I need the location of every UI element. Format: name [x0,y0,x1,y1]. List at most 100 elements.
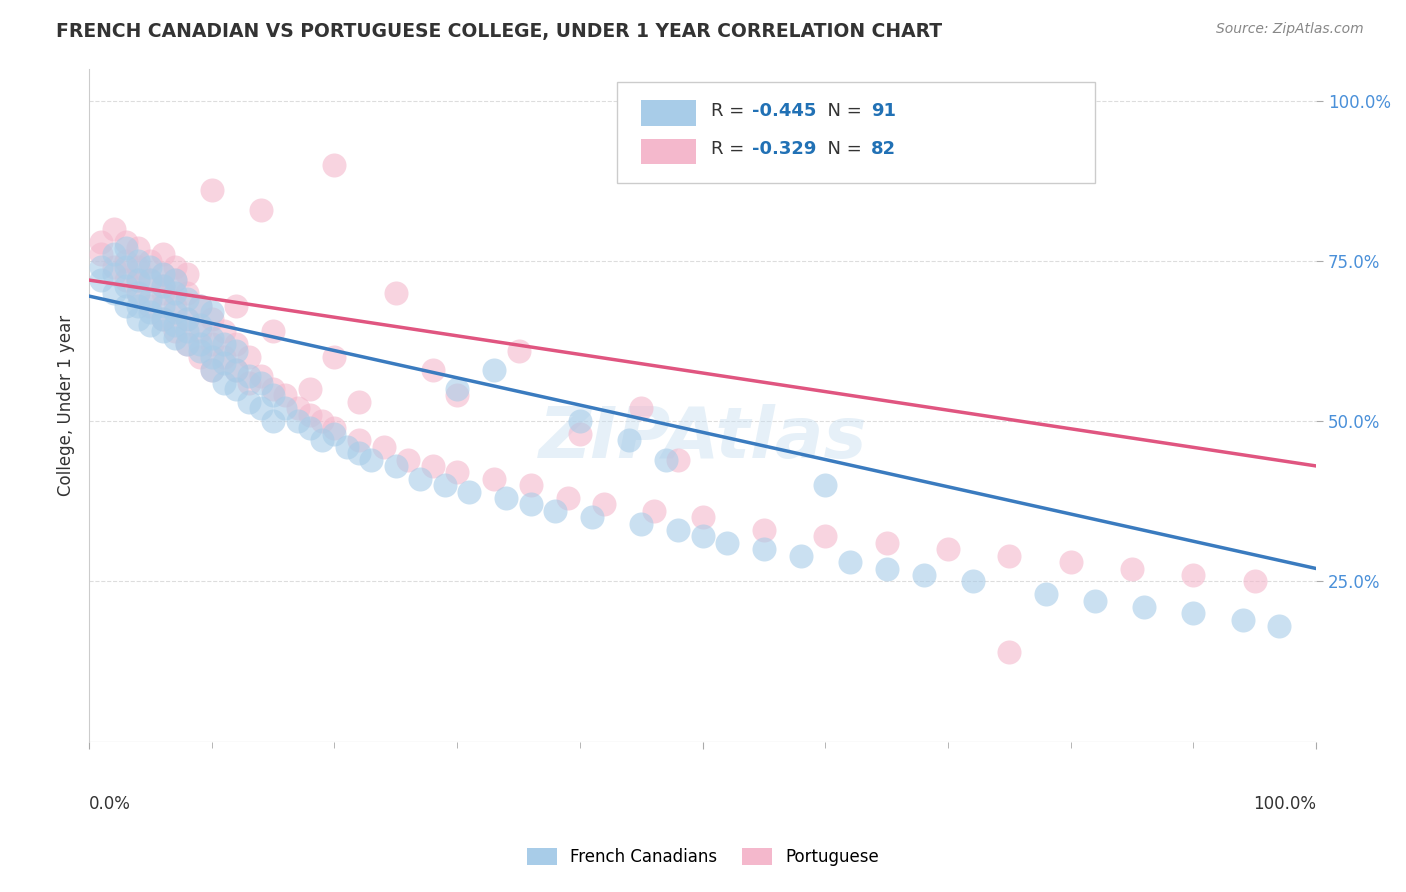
Point [568,414,591,428]
Text: ZIPAtlas: ZIPAtlas [538,404,868,474]
Text: 0.0%: 0.0% [89,796,131,814]
Point [912,568,935,582]
Text: 91: 91 [870,102,896,120]
Point [188,343,211,358]
Point [422,458,444,473]
Point [139,273,162,287]
Point [1182,607,1205,621]
Point [201,350,224,364]
Point [666,523,689,537]
Point [385,458,408,473]
Point [508,343,530,358]
Point [323,158,346,172]
Point [176,285,198,300]
Point [323,426,346,441]
Point [201,183,224,197]
Point [90,235,112,249]
Point [250,202,273,217]
Point [568,426,591,441]
Point [298,382,321,396]
Point [152,285,174,300]
Point [201,311,224,326]
Point [115,279,138,293]
Point [593,498,616,512]
Point [176,293,198,307]
Point [482,472,505,486]
Point [176,267,198,281]
Point [520,498,543,512]
Point [115,273,138,287]
Point [347,434,370,448]
Text: 100.0%: 100.0% [1253,796,1316,814]
Point [936,542,959,557]
Point [225,363,247,377]
Point [127,285,149,300]
Point [458,484,481,499]
Point [409,472,432,486]
Point [422,363,444,377]
Point [250,376,273,390]
Point [274,401,297,416]
Point [176,311,198,326]
Point [630,516,652,531]
Point [838,555,860,569]
Point [238,350,260,364]
Point [262,382,284,396]
Point [998,645,1021,659]
Point [238,395,260,409]
Point [752,523,775,537]
Point [201,331,224,345]
Point [655,452,678,467]
Point [127,241,149,255]
Point [188,324,211,338]
Point [152,311,174,326]
Point [298,420,321,434]
Point [581,510,603,524]
Point [323,350,346,364]
Point [446,382,468,396]
Point [127,311,149,326]
Point [103,260,125,275]
Point [238,376,260,390]
Point [225,337,247,351]
Text: -0.445: -0.445 [752,102,815,120]
Point [163,318,186,332]
Point [212,356,235,370]
Point [287,401,309,416]
Point [311,414,333,428]
Point [520,478,543,492]
Point [998,549,1021,563]
Point [396,452,419,467]
Point [262,414,284,428]
Y-axis label: College, Under 1 year: College, Under 1 year [58,315,75,496]
Bar [641,100,696,126]
Point [446,388,468,402]
Point [103,285,125,300]
Point [1243,574,1265,589]
Point [90,260,112,275]
Point [692,529,714,543]
Point [201,363,224,377]
Point [212,337,235,351]
Point [163,299,186,313]
Point [201,363,224,377]
Point [666,452,689,467]
Point [163,285,186,300]
Point [1133,599,1156,614]
Point [115,235,138,249]
Point [152,279,174,293]
Text: 82: 82 [870,140,896,158]
Point [311,434,333,448]
Point [557,491,579,505]
Point [188,299,211,313]
Point [287,414,309,428]
Point [298,408,321,422]
Point [814,478,837,492]
Point [373,440,395,454]
Point [127,260,149,275]
Point [176,311,198,326]
Point [1060,555,1083,569]
Text: -0.329: -0.329 [752,140,815,158]
Point [115,241,138,255]
Point [360,452,382,467]
